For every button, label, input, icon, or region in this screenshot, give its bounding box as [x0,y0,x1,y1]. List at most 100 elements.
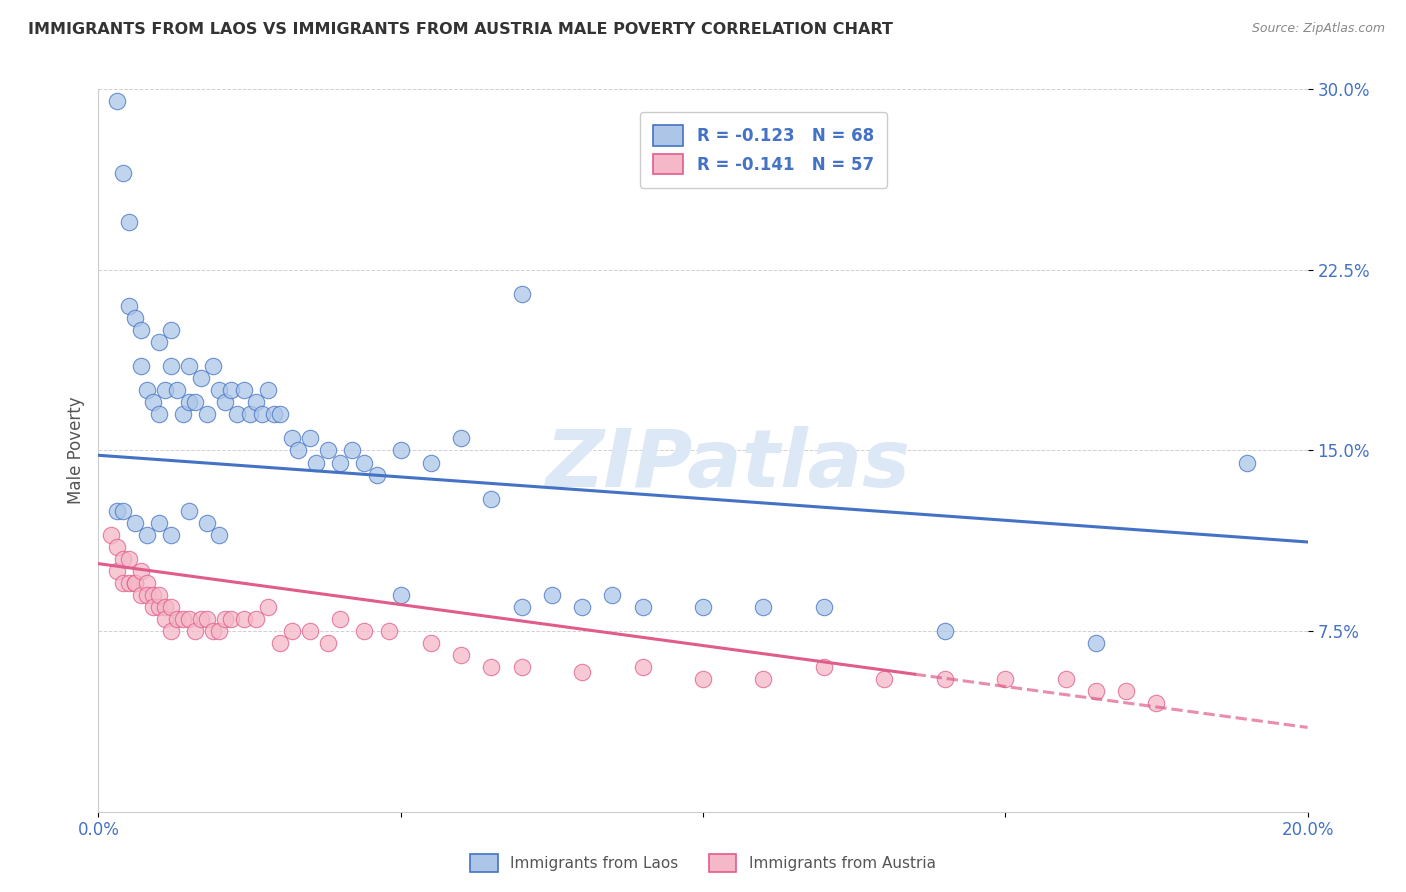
Point [602,588,624,602]
Point [299,624,322,639]
Point [118,299,141,313]
Point [172,612,194,626]
Point [250,407,273,421]
Text: IMMIGRANTS FROM LAOS VS IMMIGRANTS FROM AUSTRIA MALE POVERTY CORRELATION CHART: IMMIGRANTS FROM LAOS VS IMMIGRANTS FROM … [28,22,893,37]
Point [366,467,388,482]
Point [124,516,146,530]
Point [142,599,165,614]
Point [994,673,1017,687]
Point [129,323,152,337]
Point [153,599,176,614]
Point [221,384,243,398]
Legend: Immigrants from Laos, Immigrants from Austria: Immigrants from Laos, Immigrants from Au… [463,846,943,880]
Point [148,334,170,349]
Point [160,624,183,639]
Point [752,673,775,687]
Point [153,384,176,398]
Point [148,516,170,530]
Point [129,588,152,602]
Point [202,624,225,639]
Point [208,527,231,541]
Point [316,636,339,650]
Point [105,503,128,517]
Point [450,431,472,445]
Point [195,516,218,530]
Point [160,599,183,614]
Point [813,599,835,614]
Point [184,624,207,639]
Point [135,588,157,602]
Point [420,455,443,469]
Point [105,540,128,554]
Point [571,599,593,614]
Point [111,503,134,517]
Point [195,407,218,421]
Point [692,599,714,614]
Point [1085,636,1108,650]
Point [179,503,201,517]
Point [510,599,533,614]
Y-axis label: Male Poverty: Male Poverty [66,397,84,504]
Point [232,384,254,398]
Point [208,624,231,639]
Point [540,588,562,602]
Point [135,527,157,541]
Point [135,576,157,591]
Point [305,455,328,469]
Point [160,323,183,337]
Point [166,612,188,626]
Point [631,599,654,614]
Point [571,665,593,679]
Point [1085,684,1108,698]
Point [148,407,170,421]
Point [214,612,236,626]
Point [129,564,152,578]
Point [239,407,262,421]
Point [510,286,533,301]
Point [281,431,304,445]
Point [232,612,254,626]
Point [329,612,352,626]
Point [329,455,352,469]
Point [214,395,236,409]
Point [269,636,291,650]
Point [389,588,412,602]
Point [256,384,278,398]
Point [142,395,165,409]
Point [153,612,176,626]
Point [631,660,654,674]
Point [124,576,146,591]
Point [118,551,141,566]
Point [111,166,134,180]
Point [148,599,170,614]
Point [692,673,714,687]
Point [172,407,194,421]
Point [353,455,375,469]
Point [287,443,309,458]
Point [256,599,278,614]
Point [202,359,225,373]
Point [226,407,249,421]
Point [221,612,243,626]
Point [195,612,218,626]
Point [245,395,267,409]
Point [934,624,956,639]
Point [179,359,201,373]
Point [105,564,128,578]
Point [481,491,503,506]
Point [389,443,412,458]
Point [299,431,322,445]
Point [160,359,183,373]
Point [160,527,183,541]
Point [118,576,141,591]
Point [342,443,364,458]
Point [813,660,835,674]
Point [873,673,896,687]
Text: ZIPatlas: ZIPatlas [544,425,910,504]
Point [179,612,201,626]
Point [124,310,146,325]
Point [124,576,146,591]
Point [100,527,122,541]
Point [281,624,304,639]
Point [1144,696,1167,710]
